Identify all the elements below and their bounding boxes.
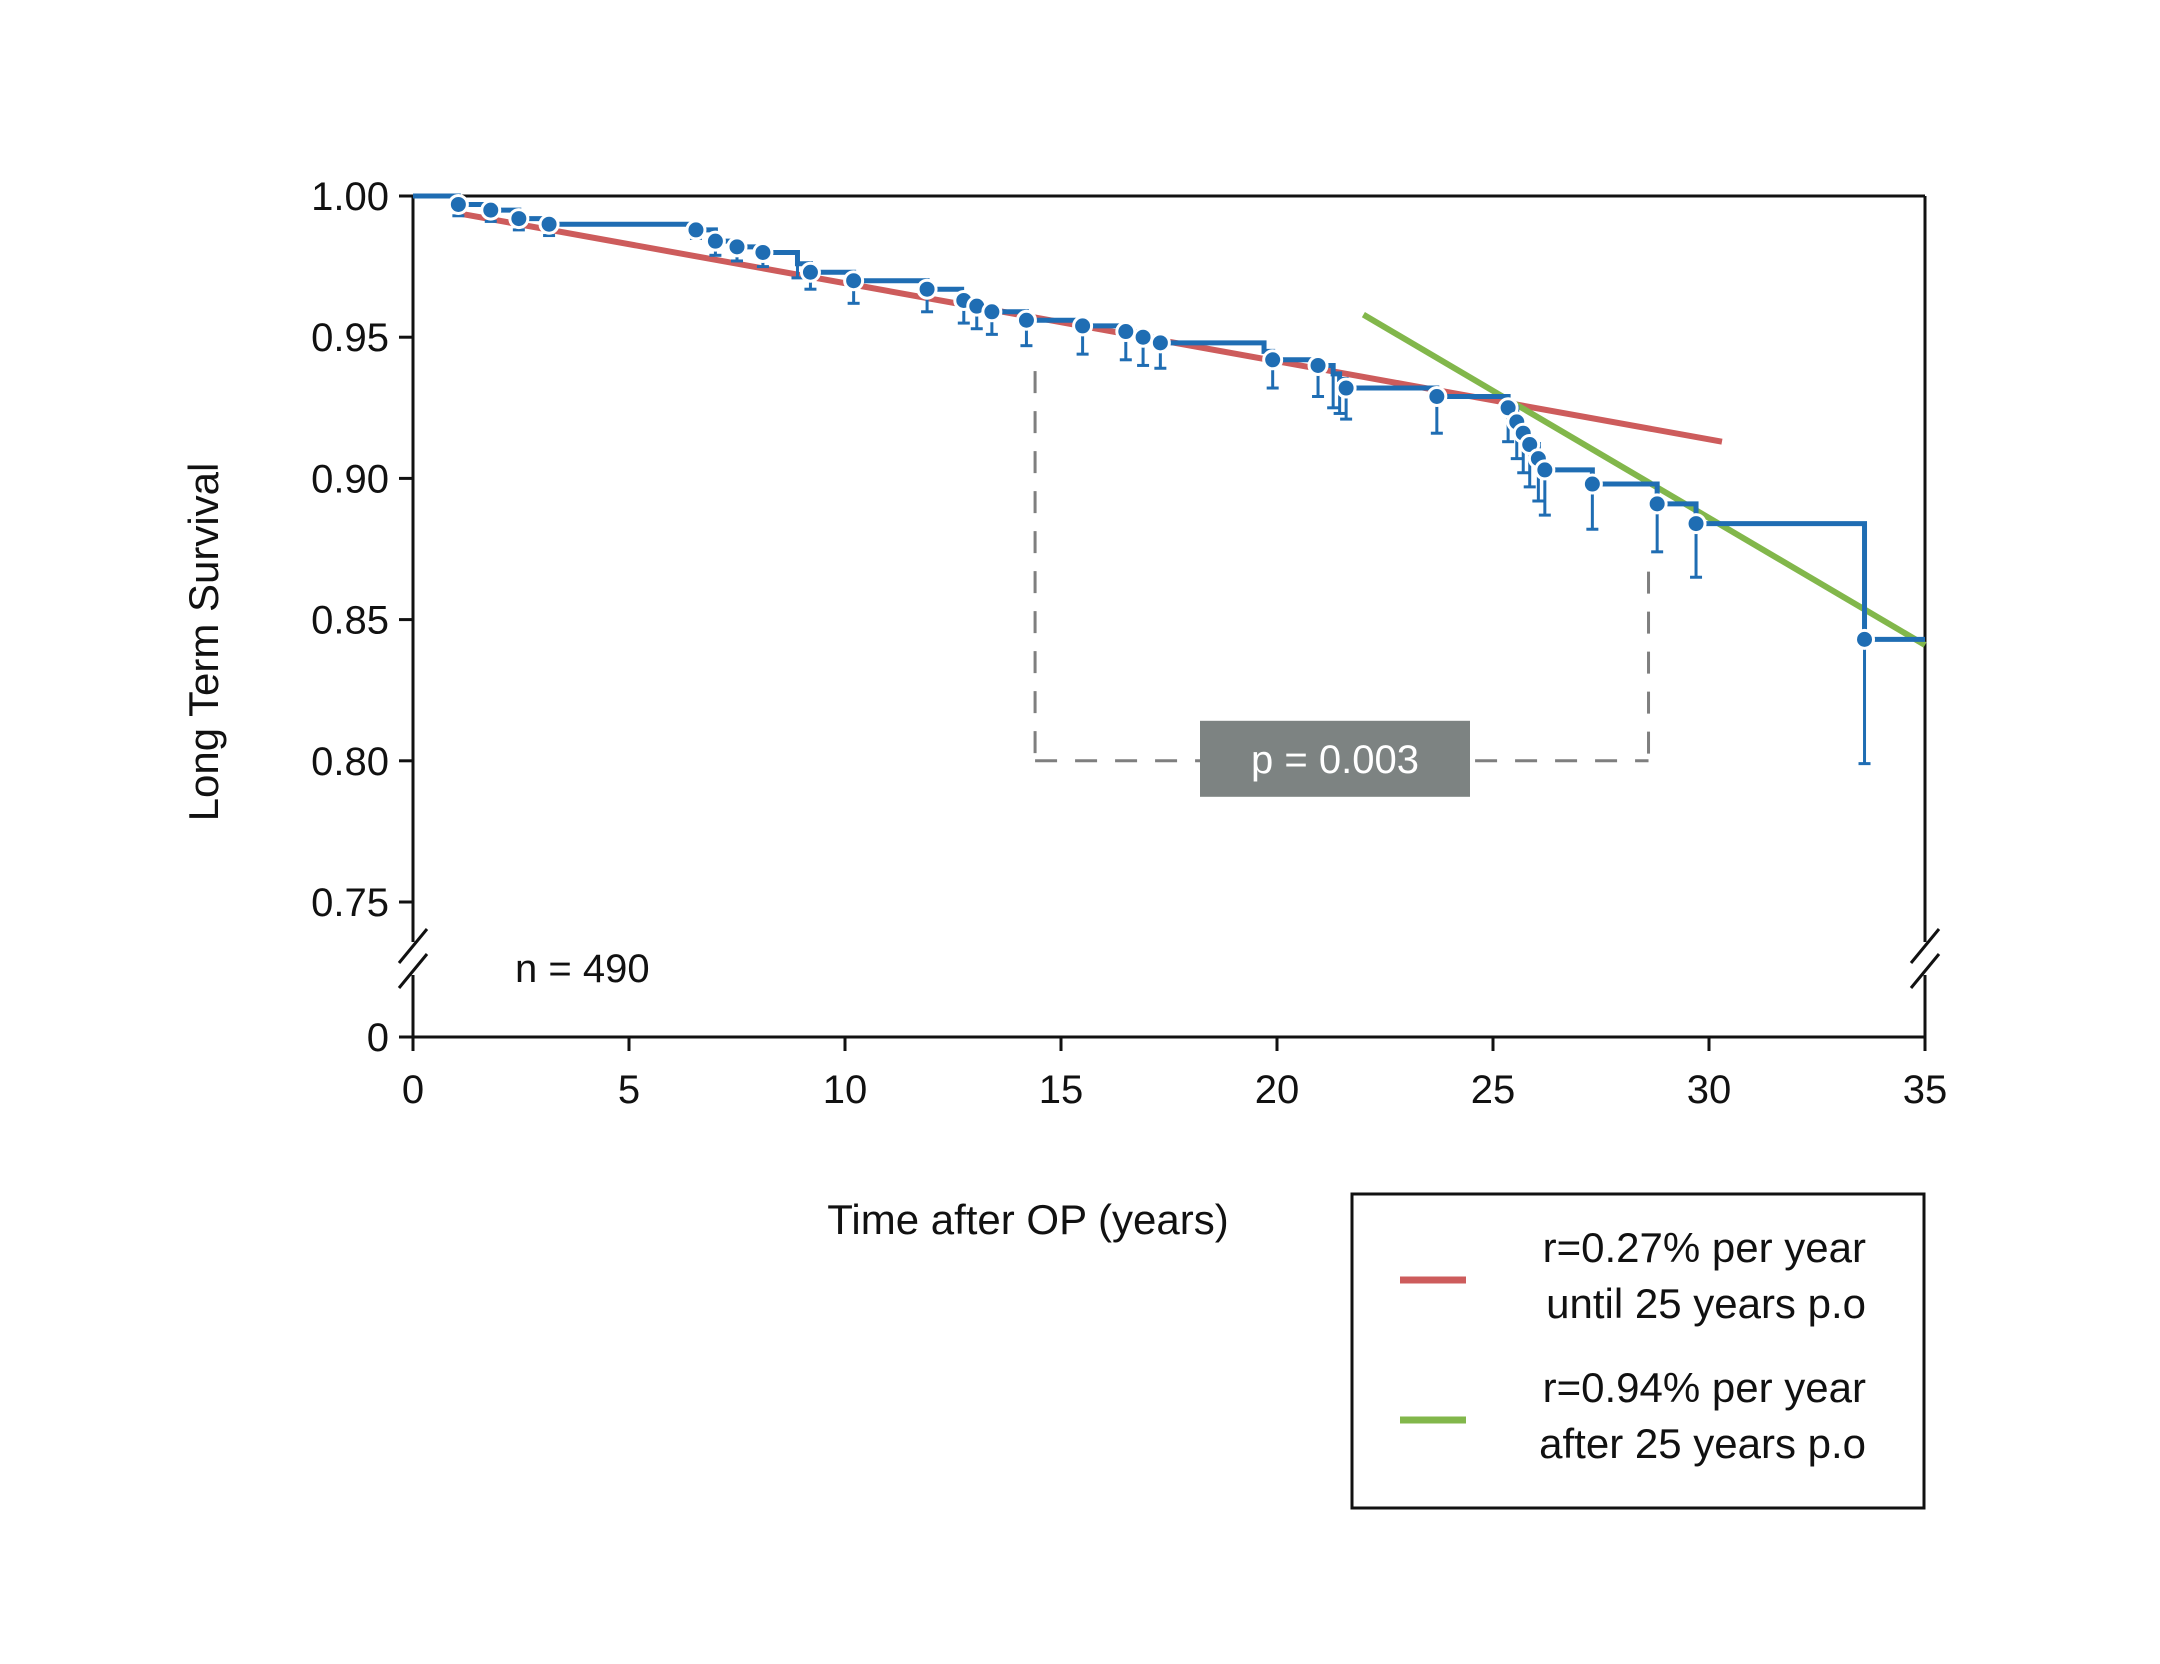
km-point <box>981 301 1003 323</box>
legend-box <box>1350 1192 1926 1510</box>
km-point <box>1307 354 1329 376</box>
x-axis-label: Time after OP (years) <box>827 1196 1228 1243</box>
y-tick-label: 1.00 <box>311 175 389 219</box>
km-censor-points <box>447 193 1876 650</box>
p-value-bracket <box>1033 371 1651 763</box>
km-point <box>1072 315 1094 337</box>
km-point <box>480 199 502 221</box>
km-point <box>1646 493 1668 515</box>
legend: r=0.27% per year until 25 years p.o r=0.… <box>1350 1192 1926 1510</box>
axis-break-left-b <box>397 953 429 989</box>
km-point <box>799 261 821 283</box>
x-tick-label: 5 <box>618 1068 640 1112</box>
km-point <box>726 236 748 258</box>
legend-label-green-line2: after 25 years p.o <box>1539 1420 1866 1467</box>
axis-break-left-a <box>397 928 429 964</box>
axis-break-right-a <box>1909 928 1941 964</box>
p-value-label: p = 0.003 <box>1251 738 1419 782</box>
km-point <box>1685 513 1707 535</box>
trend-line-green <box>1361 312 1927 648</box>
p-value-box <box>1200 720 1470 797</box>
axis-break-right-b <box>1909 953 1941 989</box>
km-point <box>1335 377 1357 399</box>
legend-label-red-line1: r=0.27% per year <box>1543 1224 1866 1271</box>
y-tick-label: 0.85 <box>311 599 389 643</box>
km-point <box>1262 349 1284 371</box>
x-tick-label: 30 <box>1687 1068 1732 1112</box>
km-point <box>1426 386 1448 408</box>
km-point <box>1854 628 1876 650</box>
km-point <box>1132 326 1154 348</box>
km-point <box>1149 332 1171 354</box>
km-point <box>447 193 469 215</box>
y-tick-label: 0.90 <box>311 457 389 501</box>
x-tick-label: 10 <box>823 1068 868 1112</box>
km-point <box>916 278 938 300</box>
km-point <box>1115 321 1137 343</box>
sample-size-label: n = 490 <box>515 947 650 991</box>
legend-label-green-line1: r=0.94% per year <box>1543 1364 1866 1411</box>
x-tick-label: 35 <box>1903 1068 1948 1112</box>
km-point <box>1534 459 1556 481</box>
km-point <box>508 208 530 230</box>
y-tick-label: 0.80 <box>311 740 389 784</box>
km-point <box>685 219 707 241</box>
x-tick-label: 15 <box>1039 1068 1084 1112</box>
km-point <box>843 270 865 292</box>
y-tick-label: 0.95 <box>311 316 389 360</box>
km-point <box>752 241 774 263</box>
y-tick-label: 0 <box>367 1016 389 1060</box>
legend-label-red-line2: until 25 years p.o <box>1546 1280 1866 1327</box>
km-point <box>704 230 726 252</box>
x-tick-label: 25 <box>1471 1068 1516 1112</box>
y-axis-label: Long Term Survival <box>180 463 227 822</box>
x-tick-label: 20 <box>1255 1068 1300 1112</box>
km-point <box>538 213 560 235</box>
y-tick-label: 0.75 <box>311 881 389 925</box>
x-tick-label: 0 <box>402 1068 424 1112</box>
km-point <box>1015 309 1037 331</box>
axes: 1.00 0.95 0.90 0.85 0.80 0.75 00 5 10 15 20 25 30 35 <box>311 175 1947 1112</box>
km-point <box>1581 473 1603 495</box>
